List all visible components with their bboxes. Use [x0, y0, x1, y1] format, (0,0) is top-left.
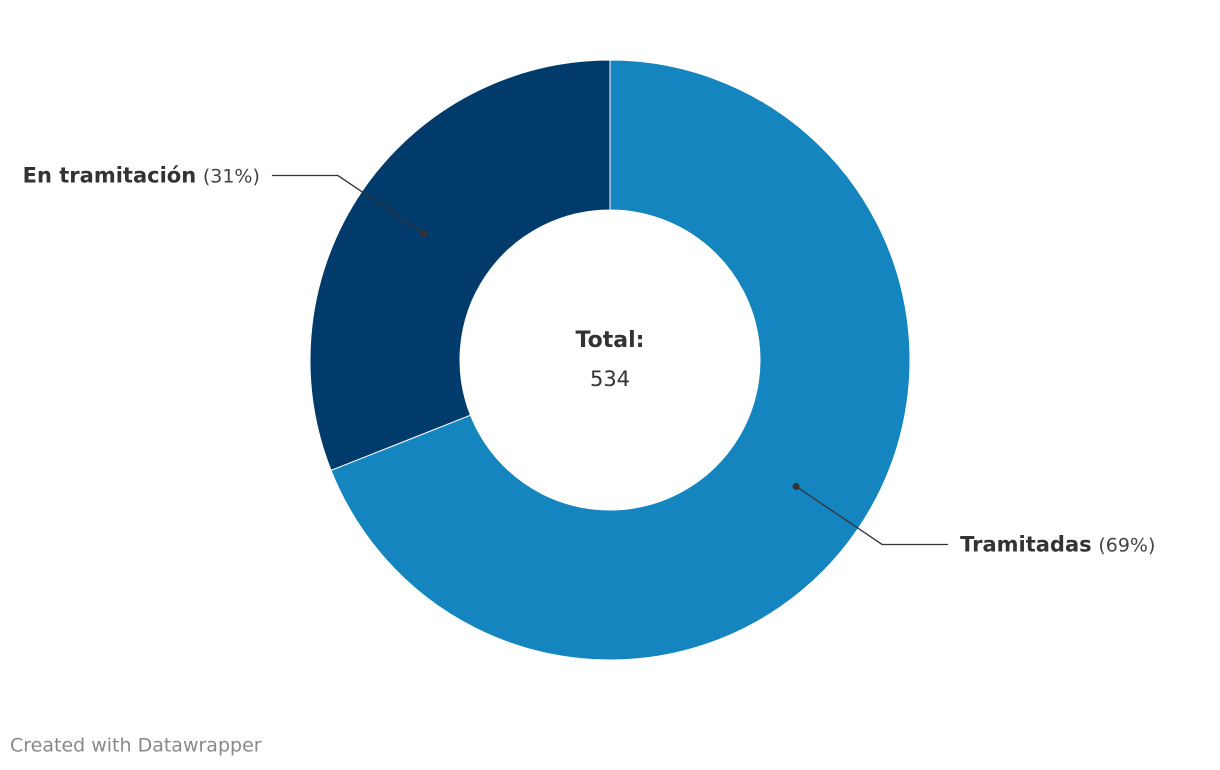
slice-label: Tramitadas (69%) [960, 532, 1155, 556]
labels: Tramitadas (69%) En tramitación (31%) [23, 164, 1156, 557]
value-label: (69%) [1098, 534, 1155, 556]
center-title: Total: [576, 328, 645, 353]
center-value: 534 [590, 367, 630, 391]
slice [330, 59, 911, 661]
space [1092, 532, 1099, 556]
value-label: (31%) [203, 165, 260, 187]
space [196, 164, 203, 188]
leader-line [795, 485, 949, 546]
leader-line [271, 174, 425, 235]
slice [309, 59, 611, 472]
category-name: Tramitadas [960, 532, 1092, 556]
slice-label: En tramitación (31%) [23, 164, 260, 188]
category-name: En tramitación [23, 164, 197, 188]
credit: Created with Datawrapper [10, 735, 262, 757]
